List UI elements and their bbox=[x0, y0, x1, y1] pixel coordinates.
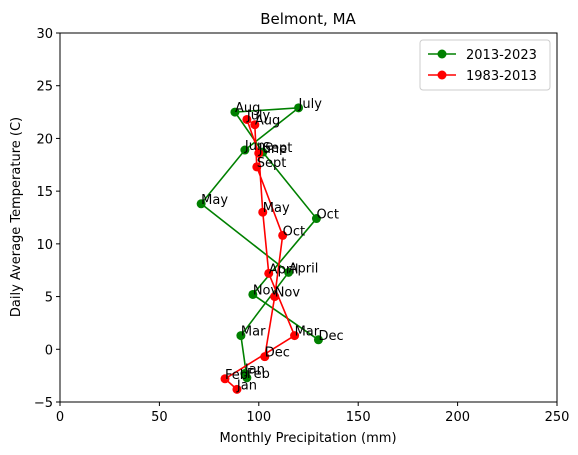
data-point bbox=[242, 114, 252, 124]
data-point bbox=[264, 268, 274, 278]
data-point bbox=[313, 335, 323, 345]
legend: 2013-2023 1983-2013 bbox=[419, 39, 551, 91]
data-point bbox=[270, 292, 280, 302]
series-marks: JanFebMarAprilMayJuneJulyAugSeptOctNovDe… bbox=[196, 97, 344, 394]
data-point bbox=[260, 352, 270, 362]
point-label: May bbox=[263, 201, 290, 216]
data-point bbox=[196, 199, 206, 209]
y-tick-label: 10 bbox=[36, 238, 53, 253]
data-point bbox=[254, 148, 264, 158]
x-tick-label: 0 bbox=[56, 410, 64, 425]
data-point bbox=[290, 331, 300, 341]
x-axis-title: Monthly Precipitation (mm) bbox=[219, 431, 396, 446]
legend-label: 2013-2023 bbox=[466, 48, 537, 63]
point-label: Feb bbox=[247, 367, 270, 382]
data-point bbox=[236, 331, 246, 341]
data-point bbox=[311, 214, 321, 224]
series-0-labels: JanFebMarAprilMayJuneJulyAugSeptOctNovDe… bbox=[201, 97, 343, 382]
point-label: Dec bbox=[265, 346, 290, 361]
point-label: July bbox=[246, 108, 271, 123]
data-point bbox=[284, 267, 294, 277]
x-tick-label: 50 bbox=[151, 410, 168, 425]
point-label: Feb bbox=[225, 368, 248, 383]
y-tick-label: 0 bbox=[45, 343, 53, 358]
point-label: Mar bbox=[295, 325, 320, 340]
point-label: Sept bbox=[257, 156, 287, 171]
point-label: Dec bbox=[318, 329, 343, 344]
data-point bbox=[230, 107, 240, 117]
y-axis: −5 0 5 10 15 20 25 30 bbox=[34, 27, 60, 411]
legend-swatch-marker bbox=[437, 70, 447, 80]
point-label: Nov bbox=[253, 283, 279, 298]
data-point bbox=[240, 145, 250, 155]
x-tick-label: 100 bbox=[246, 410, 271, 425]
data-point bbox=[278, 230, 288, 240]
y-tick-label: 5 bbox=[45, 291, 53, 306]
point-label: May bbox=[201, 193, 228, 208]
point-label: April bbox=[289, 261, 319, 276]
point-label: Oct bbox=[283, 224, 305, 239]
y-tick-label: 15 bbox=[36, 185, 53, 200]
x-tick-label: 150 bbox=[346, 410, 371, 425]
x-tick-label: 250 bbox=[545, 410, 570, 425]
point-label: June bbox=[258, 142, 287, 157]
x-axis: 0 50 100 150 200 250 bbox=[56, 402, 570, 425]
x-tick-label: 200 bbox=[445, 410, 470, 425]
series-0 bbox=[196, 103, 323, 383]
legend-label: 1983-2013 bbox=[466, 69, 537, 84]
y-tick-label: 25 bbox=[36, 80, 53, 95]
data-point bbox=[242, 373, 252, 383]
y-axis-title: Daily Average Temperature (C) bbox=[9, 117, 24, 317]
point-label: June bbox=[244, 139, 273, 154]
y-tick-label: −5 bbox=[34, 396, 53, 411]
series-line bbox=[223, 117, 296, 390]
point-label: Mar bbox=[241, 325, 266, 340]
point-label: Aug bbox=[235, 101, 260, 116]
data-point bbox=[294, 103, 304, 113]
point-label: July bbox=[298, 97, 323, 112]
data-point bbox=[232, 384, 242, 394]
data-point bbox=[250, 120, 260, 130]
plot-area: JanFebMarAprilMayJuneJulyAugSeptOctNovDe… bbox=[59, 32, 558, 403]
y-tick-label: 20 bbox=[36, 132, 53, 147]
legend-entry: 2013-2023 bbox=[428, 48, 537, 63]
point-label: April bbox=[269, 262, 299, 277]
data-point bbox=[252, 162, 262, 172]
point-label: Jan bbox=[236, 378, 257, 393]
series-1 bbox=[220, 114, 300, 394]
data-point bbox=[220, 374, 230, 384]
point-label: Nov bbox=[275, 286, 301, 301]
legend-swatch-marker bbox=[437, 49, 447, 59]
point-label: Oct bbox=[316, 208, 338, 223]
point-label: Jan bbox=[244, 363, 265, 378]
y-tick-label: 30 bbox=[36, 27, 53, 42]
data-point bbox=[258, 207, 268, 217]
point-label: Sept bbox=[263, 141, 293, 156]
point-label: Aug bbox=[255, 114, 280, 129]
series-line bbox=[200, 106, 319, 379]
chart-title: Belmont, MA bbox=[260, 10, 356, 28]
legend-entry: 1983-2013 bbox=[428, 69, 537, 84]
data-point bbox=[248, 289, 258, 299]
plot-frame bbox=[59, 32, 558, 403]
legend-box bbox=[419, 39, 551, 91]
